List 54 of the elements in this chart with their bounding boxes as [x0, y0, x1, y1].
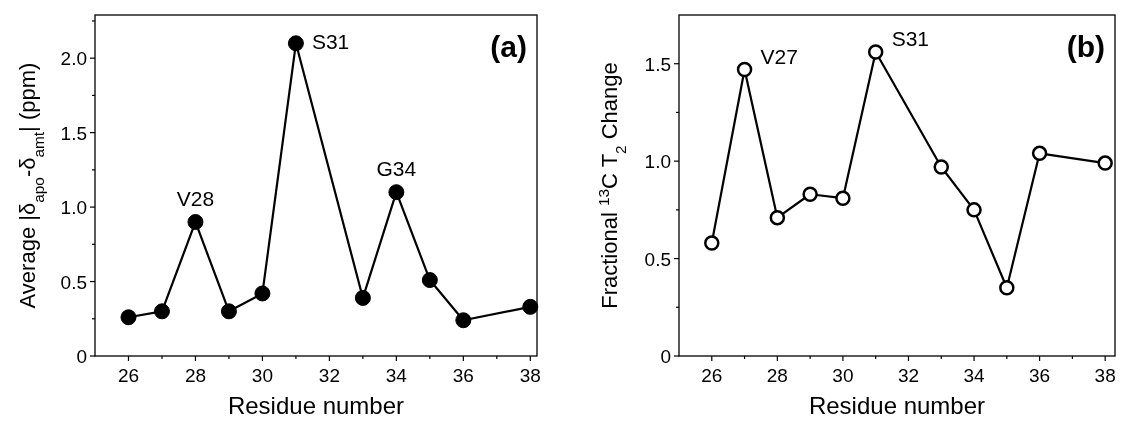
x-tick-label: 34 — [963, 365, 986, 386]
y-tick-label: 0.5 — [644, 248, 671, 270]
point — [187, 213, 204, 230]
x-tick-label: 28 — [184, 365, 207, 386]
point — [287, 35, 304, 52]
point — [354, 289, 371, 306]
x-tick-label: 34 — [385, 365, 408, 386]
x-axis-title: Residue number — [227, 392, 405, 419]
x-tick-label: 32 — [318, 365, 340, 386]
y-tick-label: 1.0 — [644, 151, 671, 173]
x-tick-label: 38 — [1094, 365, 1116, 386]
point — [999, 280, 1015, 296]
x-tick-label: 26 — [117, 365, 140, 386]
annotation: V27 — [760, 44, 798, 68]
point — [867, 44, 884, 60]
point — [933, 159, 950, 175]
point — [704, 235, 720, 251]
x-axis-title: Residue number — [808, 392, 986, 419]
y-tick-label: 1.0 — [60, 197, 87, 219]
point — [769, 209, 786, 226]
point — [254, 285, 271, 302]
y-tick-label: 2.0 — [60, 48, 87, 70]
annotation: G34 — [376, 157, 417, 181]
x-tick-label: 32 — [897, 365, 920, 386]
annotation: V28 — [176, 186, 215, 210]
annotation: S31 — [311, 30, 350, 54]
point — [153, 303, 170, 320]
point — [522, 298, 539, 315]
point — [802, 186, 818, 203]
point — [120, 309, 137, 326]
annotation: (b) — [1066, 30, 1105, 63]
x-tick-label: 30 — [832, 365, 854, 386]
point — [388, 184, 405, 201]
y-tick-label: 1.5 — [644, 53, 671, 75]
point — [736, 61, 753, 78]
y-tick-label: 0 — [76, 346, 87, 367]
x-tick-label: 38 — [519, 365, 541, 386]
x-tick-label: 30 — [251, 365, 273, 386]
point — [835, 190, 851, 206]
y-tick-label: 0.5 — [60, 271, 87, 293]
point — [1031, 145, 1048, 162]
x-tick-label: 28 — [766, 365, 788, 386]
point — [966, 202, 982, 218]
point — [421, 272, 438, 289]
point — [220, 303, 237, 320]
x-tick-label: 36 — [1029, 365, 1051, 386]
annotation: S31 — [891, 27, 930, 51]
point — [455, 312, 472, 329]
x-tick-label: 36 — [452, 365, 474, 386]
point — [1097, 155, 1113, 171]
annotation: (a) — [490, 30, 527, 63]
y-tick-label: 0 — [660, 346, 671, 367]
y-tick-label: 1.5 — [60, 122, 87, 144]
x-tick-label: 26 — [701, 365, 723, 386]
